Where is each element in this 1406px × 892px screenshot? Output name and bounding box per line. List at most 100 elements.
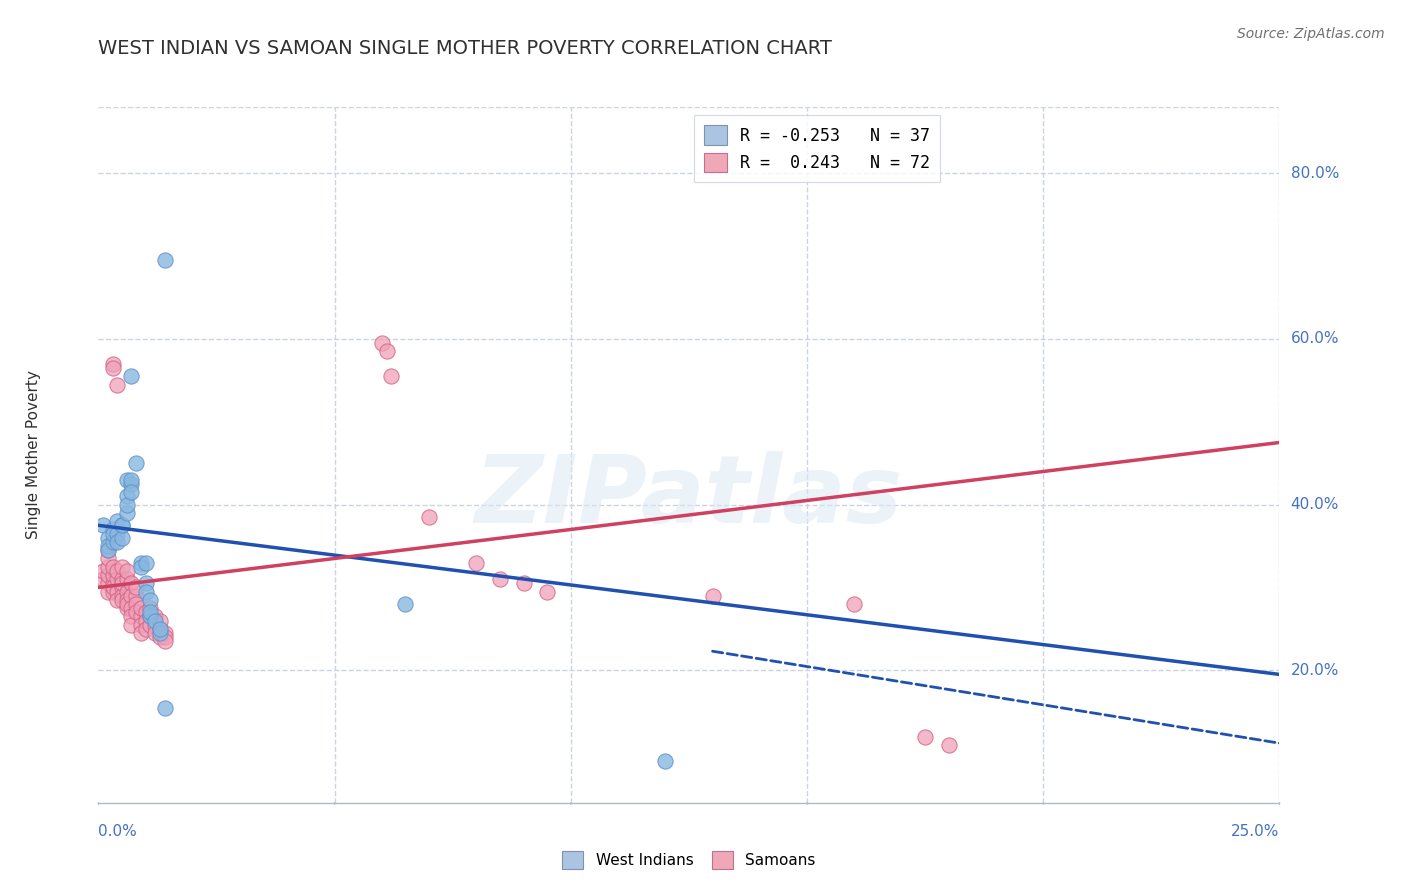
Point [121,609,143,624]
Point [97,531,120,545]
Point [135,605,157,619]
Point [139,605,162,619]
Point [101,581,124,595]
Point [97,539,120,553]
Point [375,344,398,359]
Point [111,592,134,607]
Point [101,361,124,376]
Point [371,336,394,351]
Point [97,559,120,574]
Point [139,609,162,624]
Point [149,614,172,628]
Point [115,473,138,487]
Point [153,626,176,640]
Point [101,357,124,371]
Point [129,609,152,624]
Point [149,622,172,636]
Point [125,456,148,470]
Point [111,576,134,591]
Text: ZIPatlas: ZIPatlas [475,450,903,542]
Point [702,589,724,603]
Point [914,730,936,744]
Point [105,592,128,607]
Point [139,601,162,615]
Point [101,568,124,582]
Point [111,572,134,586]
Point [135,622,157,636]
Point [111,559,134,574]
Point [115,592,138,607]
Point [101,523,124,537]
Point [91,518,114,533]
Point [418,510,440,524]
Point [938,738,960,752]
Legend: West Indians, Samoans: West Indians, Samoans [555,846,823,875]
Point [105,584,128,599]
Point [536,584,558,599]
Text: Source: ZipAtlas.com: Source: ZipAtlas.com [1237,27,1385,41]
Point [121,485,143,500]
Point [111,581,134,595]
Text: 0.0%: 0.0% [98,823,138,838]
Point [135,614,157,628]
Point [115,498,138,512]
Point [115,489,138,503]
Point [115,564,138,578]
Point [143,609,166,624]
Point [101,576,124,591]
Point [153,634,176,648]
Point [489,572,512,586]
Point [135,576,157,591]
Point [105,564,128,578]
Point [139,592,162,607]
Point [105,572,128,586]
Point [139,609,162,624]
Point [149,622,172,636]
Point [121,476,143,491]
Point [129,601,152,615]
Point [105,526,128,541]
Point [125,597,148,611]
Point [125,589,148,603]
Point [129,559,152,574]
Point [153,253,176,268]
Point [129,617,152,632]
Point [97,568,120,582]
Point [115,572,138,586]
Point [121,473,143,487]
Text: 25.0%: 25.0% [1232,823,1279,838]
Text: Single Mother Poverty: Single Mother Poverty [25,370,41,540]
Point [135,556,157,570]
Point [139,617,162,632]
Point [153,700,176,714]
Point [111,531,134,545]
Point [91,564,114,578]
Point [149,630,172,644]
Point [125,581,148,595]
Point [121,576,143,591]
Point [101,559,124,574]
Point [149,626,172,640]
Point [844,597,866,611]
Point [143,614,166,628]
Point [125,605,148,619]
Point [121,589,143,603]
Point [111,518,134,533]
Point [129,626,152,640]
Point [97,543,120,558]
Point [105,377,128,392]
Point [101,535,124,549]
Point [101,526,124,541]
Point [135,584,157,599]
Point [121,617,143,632]
Point [115,601,138,615]
Point [111,518,134,533]
Point [380,369,402,384]
Point [115,584,138,599]
Point [91,572,114,586]
Point [143,626,166,640]
Point [111,589,134,603]
Point [121,369,143,384]
Text: 40.0%: 40.0% [1291,497,1339,512]
Point [394,597,416,611]
